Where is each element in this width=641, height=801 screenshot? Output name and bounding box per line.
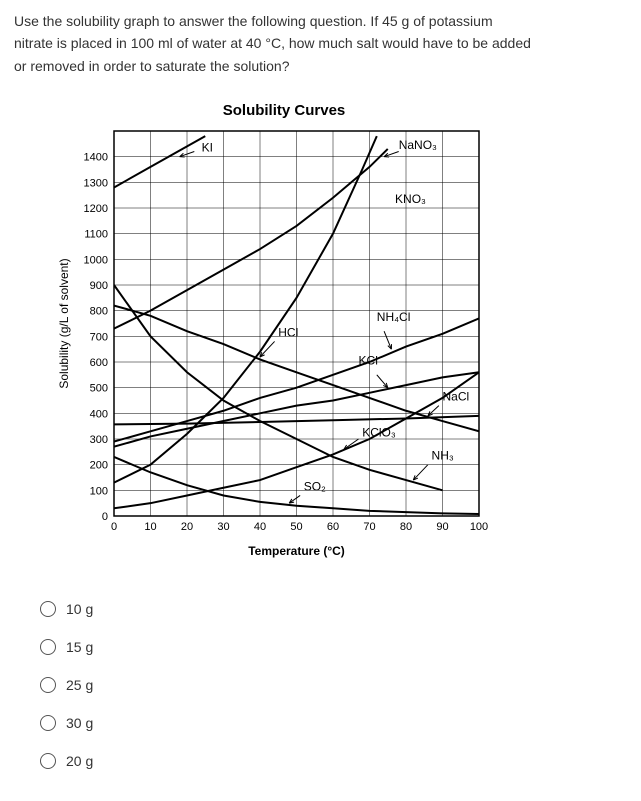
chart-svg: Solubility Curves Solubility (g/L of solv… xyxy=(54,101,494,561)
radio-30g[interactable] xyxy=(40,715,56,731)
svg-text:800: 800 xyxy=(90,306,108,318)
svg-text:NaNO₃: NaNO₃ xyxy=(399,138,437,152)
svg-text:200: 200 xyxy=(90,460,108,472)
svg-text:30: 30 xyxy=(217,521,229,533)
svg-text:300: 300 xyxy=(90,434,108,446)
svg-text:KI: KI xyxy=(202,141,213,155)
svg-text:1400: 1400 xyxy=(84,152,108,164)
question-line: nitrate is placed in 100 ml of water at … xyxy=(14,35,531,51)
svg-text:SO₂: SO₂ xyxy=(304,480,326,494)
svg-text:40: 40 xyxy=(254,521,266,533)
question-line: or removed in order to saturate the solu… xyxy=(14,58,290,74)
svg-text:Temperature (°C): Temperature (°C) xyxy=(248,544,345,558)
svg-text:Solubility (g/L of solvent): Solubility (g/L of solvent) xyxy=(57,259,71,389)
svg-text:50: 50 xyxy=(290,521,302,533)
svg-text:400: 400 xyxy=(90,409,108,421)
svg-text:80: 80 xyxy=(400,521,412,533)
svg-text:20: 20 xyxy=(181,521,193,533)
svg-text:600: 600 xyxy=(90,357,108,369)
answer-options: 10 g 15 g 25 g 30 g 20 g xyxy=(40,601,627,769)
svg-text:0: 0 xyxy=(102,511,108,523)
svg-text:NH₄Cl: NH₄Cl xyxy=(377,310,411,324)
svg-text:KNO₃: KNO₃ xyxy=(395,192,426,206)
option-15g[interactable]: 15 g xyxy=(40,639,627,655)
svg-text:1200: 1200 xyxy=(84,203,108,215)
radio-10g[interactable] xyxy=(40,601,56,617)
svg-text:100: 100 xyxy=(470,521,488,533)
svg-text:NH₃: NH₃ xyxy=(432,449,454,463)
radio-25g[interactable] xyxy=(40,677,56,693)
svg-text:KClO₃: KClO₃ xyxy=(362,426,396,440)
option-30g[interactable]: 30 g xyxy=(40,715,627,731)
svg-text:KCl: KCl xyxy=(359,354,378,368)
svg-text:500: 500 xyxy=(90,383,108,395)
svg-text:60: 60 xyxy=(327,521,339,533)
option-label: 10 g xyxy=(66,601,93,617)
svg-text:1000: 1000 xyxy=(84,255,108,267)
svg-text:10: 10 xyxy=(144,521,156,533)
svg-text:90: 90 xyxy=(436,521,448,533)
option-label: 20 g xyxy=(66,753,93,769)
svg-text:100: 100 xyxy=(90,486,108,498)
solubility-chart: Solubility Curves Solubility (g/L of solv… xyxy=(54,101,627,561)
option-20g[interactable]: 20 g xyxy=(40,753,627,769)
option-label: 30 g xyxy=(66,715,93,731)
option-label: 15 g xyxy=(66,639,93,655)
question-line: Use the solubility graph to answer the f… xyxy=(14,13,493,29)
svg-text:1300: 1300 xyxy=(84,178,108,190)
svg-text:HCl: HCl xyxy=(278,326,298,340)
option-25g[interactable]: 25 g xyxy=(40,677,627,693)
question-text: Use the solubility graph to answer the f… xyxy=(14,10,627,77)
svg-text:1100: 1100 xyxy=(84,229,108,241)
svg-text:0: 0 xyxy=(111,521,117,533)
svg-text:900: 900 xyxy=(90,280,108,292)
svg-text:Solubility Curves: Solubility Curves xyxy=(223,102,346,119)
option-10g[interactable]: 10 g xyxy=(40,601,627,617)
option-label: 25 g xyxy=(66,677,93,693)
svg-text:700: 700 xyxy=(90,332,108,344)
svg-text:70: 70 xyxy=(363,521,375,533)
radio-15g[interactable] xyxy=(40,639,56,655)
radio-20g[interactable] xyxy=(40,753,56,769)
svg-text:NaCl: NaCl xyxy=(443,390,470,404)
